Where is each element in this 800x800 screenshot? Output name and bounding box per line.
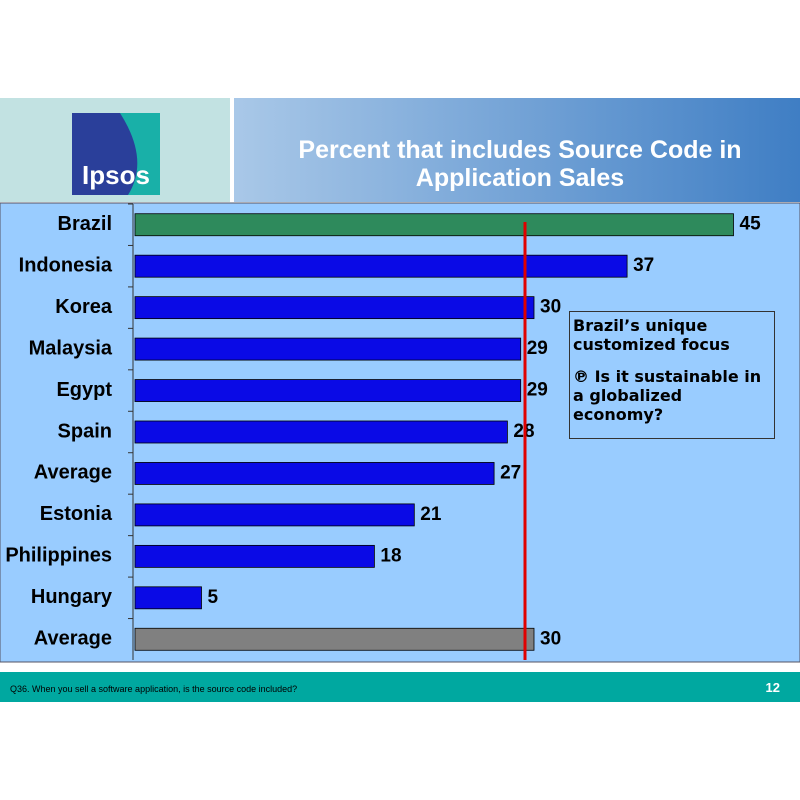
bar bbox=[134, 627, 535, 651]
category-label: Philippines bbox=[5, 545, 112, 567]
annotation-box: Brazil’s unique customized focus ℗ Is it… bbox=[569, 311, 775, 439]
bar bbox=[134, 420, 508, 444]
bar bbox=[134, 503, 415, 527]
value-label: 5 bbox=[208, 587, 219, 608]
category-label: Estonia bbox=[40, 503, 113, 525]
category-label: Egypt bbox=[56, 379, 112, 401]
category-label: Average bbox=[34, 628, 112, 650]
bar bbox=[134, 254, 628, 278]
bar bbox=[134, 337, 522, 361]
value-label: 30 bbox=[540, 628, 561, 649]
header-band bbox=[234, 98, 800, 202]
footer-question: Q36. When you sell a software applicatio… bbox=[10, 684, 298, 694]
annotation: ℗ Is it sustainable in a globalized econ… bbox=[573, 367, 762, 424]
category-label: Brazil bbox=[58, 213, 112, 235]
value-label: 29 bbox=[527, 380, 548, 401]
value-label: 45 bbox=[740, 214, 762, 235]
bar bbox=[134, 586, 202, 610]
category-label: Korea bbox=[55, 296, 113, 318]
value-label: 29 bbox=[527, 338, 548, 359]
footer-band bbox=[0, 672, 800, 702]
category-label: Spain bbox=[58, 420, 112, 442]
bar bbox=[134, 462, 495, 485]
logo-accent bbox=[120, 113, 160, 195]
bar bbox=[134, 213, 734, 237]
annotation: Brazil’s unique customized focus bbox=[573, 316, 730, 354]
value-label: 18 bbox=[380, 545, 401, 566]
value-label: 30 bbox=[540, 297, 561, 318]
category-label: Hungary bbox=[31, 586, 113, 608]
category-label: Malaysia bbox=[29, 337, 113, 359]
bar bbox=[134, 296, 535, 320]
value-label: 37 bbox=[633, 255, 654, 276]
chart-title: Percent that includes Source Code in App… bbox=[298, 136, 742, 192]
bar bbox=[134, 379, 522, 402]
logo: Ipsos bbox=[82, 160, 150, 190]
page-number: 12 bbox=[765, 680, 780, 695]
value-label: 21 bbox=[420, 504, 442, 525]
category-label: Indonesia bbox=[19, 254, 113, 276]
category-label: Average bbox=[34, 462, 112, 484]
bar bbox=[134, 544, 375, 568]
value-label: 27 bbox=[500, 462, 521, 483]
